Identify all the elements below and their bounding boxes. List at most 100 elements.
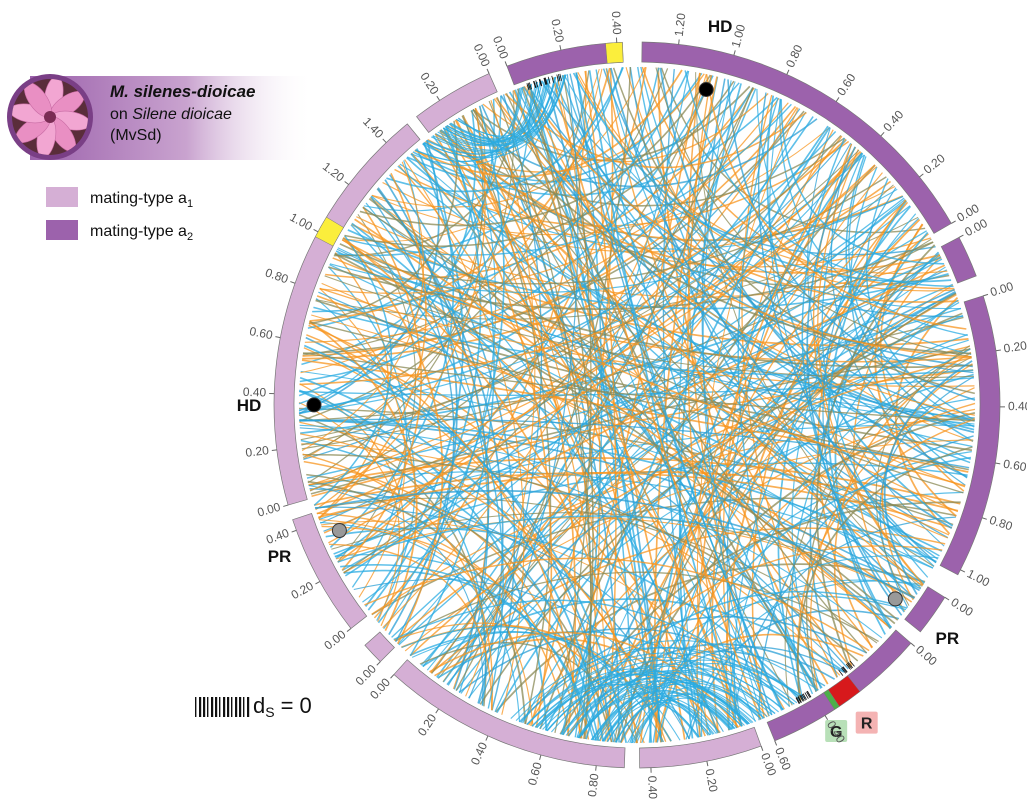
- link: [329, 264, 925, 585]
- code: (MvSd): [110, 127, 162, 144]
- tick-mark: [504, 61, 508, 67]
- tick-label: 0.60: [525, 760, 545, 787]
- highlight: [605, 42, 624, 64]
- barcode-line: [195, 697, 197, 717]
- tick-label: 0.20: [921, 151, 948, 177]
- link: [633, 697, 735, 744]
- tick-mark: [436, 95, 440, 101]
- highlight: [314, 216, 344, 247]
- marker: [331, 523, 347, 539]
- ds-tick: [847, 662, 854, 669]
- tick-mark: [271, 449, 277, 451]
- link: [470, 110, 935, 567]
- link: [588, 70, 743, 727]
- link: [320, 521, 521, 722]
- link: [302, 352, 975, 422]
- barcode-line: [215, 697, 218, 717]
- link: [603, 692, 733, 742]
- tick-label: 0.40: [1008, 399, 1027, 413]
- link: [449, 123, 959, 513]
- tick-mark: [559, 45, 562, 51]
- link: [757, 92, 937, 564]
- tick-mark: [678, 39, 680, 45]
- link: [301, 241, 934, 450]
- link: [342, 103, 792, 256]
- ds-text: = 0: [281, 693, 312, 718]
- tick-label: 0.00: [471, 42, 493, 69]
- link: [866, 178, 975, 421]
- link: [687, 75, 738, 729]
- link: [299, 418, 970, 469]
- barcode-line: [219, 697, 221, 717]
- link: [328, 266, 408, 588]
- legend-subscript: 1: [187, 198, 193, 210]
- tick-label: 0.40: [880, 107, 906, 134]
- link: [848, 156, 975, 428]
- tick-mark: [733, 50, 736, 56]
- link: [321, 525, 583, 739]
- marker: [306, 397, 322, 413]
- link: [298, 131, 837, 411]
- link: [434, 133, 845, 207]
- link: [442, 77, 556, 145]
- ds-tick: [795, 697, 800, 704]
- link: [636, 579, 923, 744]
- chromosome: [940, 236, 977, 284]
- link: [526, 656, 784, 726]
- link: [510, 647, 798, 719]
- link: [817, 149, 924, 585]
- link: [659, 67, 968, 478]
- link: [446, 288, 956, 686]
- tick-mark: [344, 181, 349, 185]
- tick-mark: [774, 740, 778, 746]
- tick-label: 0.40: [609, 11, 624, 35]
- link: [364, 557, 870, 652]
- link: [801, 137, 905, 613]
- link: [341, 239, 966, 487]
- link: [320, 520, 768, 718]
- link: [705, 74, 967, 330]
- link: [439, 130, 599, 741]
- tick-label: 0.60: [1002, 457, 1027, 475]
- barcode-line: [231, 697, 233, 717]
- ds-legend: dS = 0: [253, 693, 312, 720]
- legend-text: mating-type a: [90, 223, 187, 240]
- legend-swatch: [46, 220, 78, 240]
- tick-label: 0.00: [948, 595, 976, 619]
- link: [595, 69, 818, 692]
- link: [299, 154, 865, 414]
- tick-mark: [919, 173, 924, 178]
- barcode-line: [227, 697, 230, 717]
- link: [758, 435, 974, 721]
- barcode-line: [223, 697, 226, 717]
- host: Silene dioicae: [132, 106, 232, 123]
- link: [300, 439, 600, 741]
- link: [368, 198, 899, 621]
- link: [324, 275, 974, 379]
- link: [340, 564, 595, 741]
- link: [299, 421, 664, 743]
- ds-tick: [802, 693, 807, 700]
- tick-label: 0.80: [988, 513, 1015, 534]
- link: [455, 119, 577, 736]
- host-prefix: on: [110, 106, 128, 123]
- ring: 0.000.200.400.600.801.001.200.000.000.20…: [237, 11, 1027, 800]
- tick-mark: [486, 68, 490, 74]
- link: [526, 652, 795, 725]
- ds-tick: [806, 690, 812, 698]
- link: [641, 66, 955, 290]
- tick-label: 0.20: [245, 443, 270, 460]
- ds-tick: [559, 73, 562, 81]
- link: [493, 98, 975, 416]
- link: [342, 237, 638, 744]
- chromosome: [904, 586, 946, 633]
- link: [446, 80, 543, 142]
- ds-subscript: S: [265, 704, 274, 720]
- tick-mark: [960, 569, 966, 573]
- link: [515, 639, 819, 722]
- tick-label: 0.80: [783, 42, 806, 69]
- ds-tick: [842, 666, 848, 673]
- link: [737, 97, 814, 695]
- highlight-label-box: [855, 711, 878, 734]
- ds-tick: [543, 77, 547, 85]
